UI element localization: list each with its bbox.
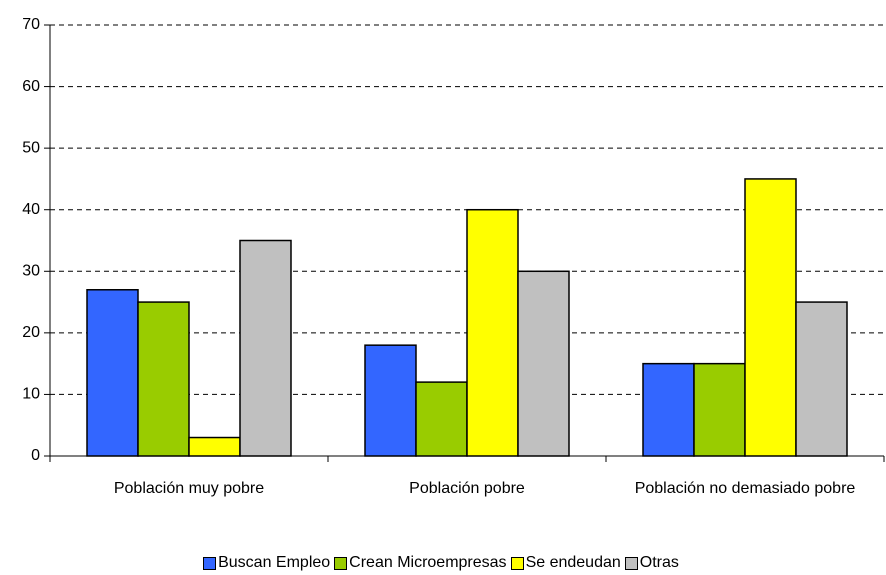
y-tick-label: 40 bbox=[22, 201, 40, 218]
legend-item: Buscan Empleo bbox=[203, 554, 330, 572]
y-tick-label: 20 bbox=[22, 324, 40, 341]
legend-label: Buscan Empleo bbox=[218, 554, 331, 571]
legend-swatch bbox=[624, 556, 638, 570]
legend-label: Otras bbox=[639, 554, 679, 571]
bar bbox=[86, 289, 139, 457]
legend-swatch bbox=[510, 556, 524, 570]
bar bbox=[693, 362, 746, 457]
legend-label: Se endeudan bbox=[525, 554, 621, 571]
bar bbox=[137, 301, 190, 457]
y-tick-label: 70 bbox=[22, 16, 40, 33]
y-tick-label: 30 bbox=[22, 263, 40, 280]
bar bbox=[239, 239, 292, 457]
y-tick-label: 50 bbox=[22, 139, 40, 156]
legend: Buscan Empleo Crean Microempresas Se endeu… bbox=[0, 554, 886, 572]
bar bbox=[188, 436, 241, 457]
x-tick-label: Población muy pobre bbox=[113, 480, 265, 497]
bar bbox=[517, 270, 570, 457]
bar bbox=[795, 301, 848, 457]
y-tick-label: 0 bbox=[31, 447, 40, 464]
legend-swatch bbox=[334, 556, 348, 570]
legend-item: Otras bbox=[624, 554, 679, 572]
plot: 0 10 20 30 40 50 60 70 bbox=[22, 16, 885, 464]
y-tick-label: 10 bbox=[22, 386, 40, 403]
x-tick-label: Población no demasiado pobre bbox=[634, 480, 856, 497]
y-tick-label: 60 bbox=[22, 78, 40, 95]
bar bbox=[744, 178, 797, 457]
legend-swatch bbox=[203, 556, 217, 570]
bar bbox=[415, 381, 468, 457]
x-tick-label: Población pobre bbox=[409, 480, 525, 497]
bar bbox=[466, 208, 519, 457]
bar bbox=[364, 344, 417, 457]
legend-item: Se endeudan bbox=[510, 554, 621, 572]
legend-label: Crean Microempresas bbox=[349, 554, 507, 571]
legend-item: Crean Microempresas bbox=[334, 554, 507, 572]
bar bbox=[642, 362, 695, 457]
